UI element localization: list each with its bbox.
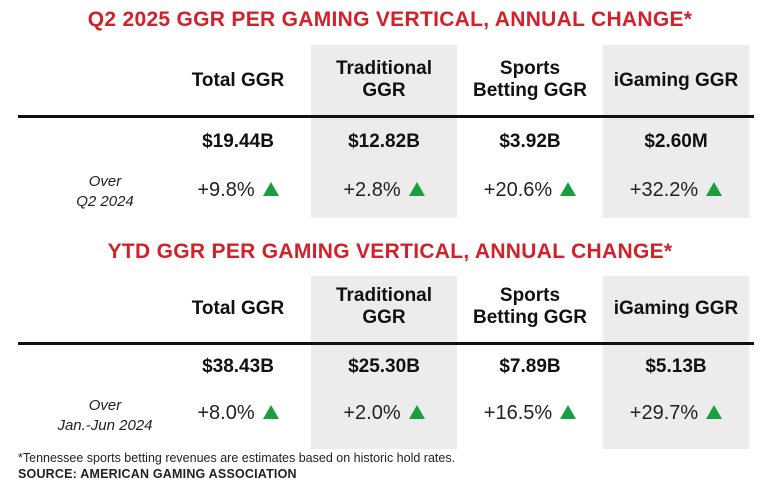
up-arrow-icon [706, 405, 723, 419]
section-title: YTD GGR PER GAMING VERTICAL, ANNUAL CHAN… [107, 240, 673, 263]
header-line: Total GGR [191, 70, 285, 91]
change-value: +16.5% [483, 402, 553, 424]
change-igaming-ggr: +29.7% [603, 402, 749, 425]
change-value: +32.2% [629, 179, 699, 201]
up-arrow-icon [408, 405, 425, 419]
header-rule [18, 115, 754, 118]
change-total-ggr: +9.8% [165, 179, 311, 202]
header-line: Betting GGR [473, 80, 587, 101]
column-shade-traditional [311, 276, 457, 449]
change-sports-betting-ggr: +16.5% [457, 402, 603, 425]
up-arrow-icon [262, 405, 279, 419]
header-line: Traditional [335, 58, 433, 79]
column-header-sports-betting-ggr: Sports Betting GGR [457, 285, 603, 329]
value-total-ggr: $38.43B [202, 356, 274, 377]
header-line: iGaming GGR [613, 298, 739, 319]
column-header-igaming-ggr: iGaming GGR [603, 70, 749, 92]
row-label: Over Jan.-Jun 2024 [40, 396, 170, 436]
column-header-traditional-ggr: Traditional GGR [311, 58, 457, 102]
column-header-total-ggr: Total GGR [165, 70, 311, 92]
source-line: SOURCE: AMERICAN GAMING ASSOCIATION [18, 467, 297, 481]
section-title: Q2 2025 GGR PER GAMING VERTICAL, ANNUAL … [87, 8, 693, 31]
up-arrow-icon [560, 405, 577, 419]
row-label-line: Over [88, 173, 122, 190]
change-sports-betting-ggr: +20.6% [457, 179, 603, 202]
value-total-ggr: $19.44B [202, 131, 274, 152]
value-traditional-ggr: $12.82B [348, 131, 420, 152]
row-label-line: Over [88, 397, 122, 414]
header-rule [18, 342, 754, 345]
row-label-line: Q2 2024 [76, 193, 134, 210]
row-label-line: Jan.-Jun 2024 [57, 417, 153, 434]
up-arrow-icon [560, 182, 577, 196]
change-total-ggr: +8.0% [165, 402, 311, 425]
value-sports-betting-ggr: $3.92B [499, 131, 561, 152]
value-igaming-ggr: $5.13B [645, 356, 707, 377]
column-header-igaming-ggr: iGaming GGR [603, 298, 749, 320]
change-igaming-ggr: +32.2% [603, 179, 749, 202]
change-value: +20.6% [483, 179, 553, 201]
change-value: +2.0% [343, 402, 401, 424]
header-line: Total GGR [191, 298, 285, 319]
change-traditional-ggr: +2.8% [311, 179, 457, 202]
column-shade-traditional [311, 45, 457, 218]
column-header-total-ggr: Total GGR [165, 298, 311, 320]
header-line: Sports [499, 58, 561, 79]
column-header-traditional-ggr: Traditional GGR [311, 285, 457, 329]
change-value: +8.0% [197, 402, 255, 424]
change-traditional-ggr: +2.0% [311, 402, 457, 425]
up-arrow-icon [262, 182, 279, 196]
change-value: +9.8% [197, 179, 255, 201]
up-arrow-icon [408, 182, 425, 196]
value-sports-betting-ggr: $7.89B [499, 356, 561, 377]
value-traditional-ggr: $25.30B [348, 356, 420, 377]
up-arrow-icon [706, 182, 723, 196]
header-line: Traditional [335, 285, 433, 306]
header-line: GGR [362, 80, 406, 101]
header-line: Sports [499, 285, 561, 306]
footnote: *Tennessee sports betting revenues are e… [18, 451, 456, 465]
header-line: Betting GGR [473, 307, 587, 328]
change-value: +29.7% [629, 402, 699, 424]
column-shade-igaming [603, 45, 749, 218]
change-value: +2.8% [343, 179, 401, 201]
header-line: GGR [362, 307, 406, 328]
column-header-sports-betting-ggr: Sports Betting GGR [457, 58, 603, 102]
row-label: Over Q2 2024 [40, 172, 170, 212]
header-line: iGaming GGR [613, 70, 739, 91]
value-igaming-ggr: $2.60M [644, 131, 708, 152]
column-shade-igaming [603, 276, 749, 449]
